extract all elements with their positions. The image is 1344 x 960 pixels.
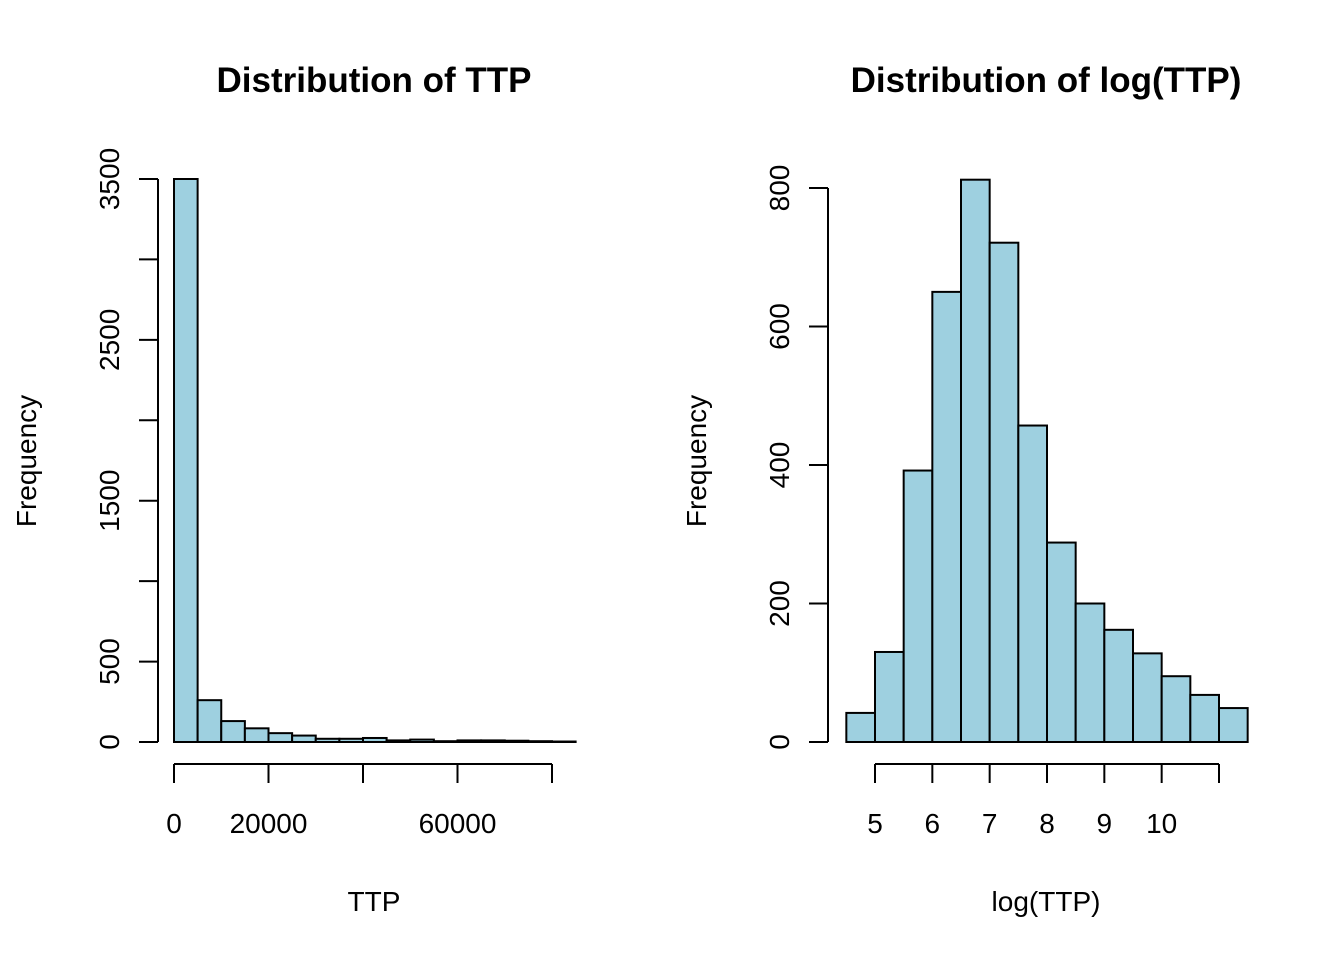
y-tick-label: 800 <box>764 165 795 212</box>
histogram-bar <box>1046 541 1077 743</box>
histogram-bar <box>362 736 388 744</box>
x-tick-label: 6 <box>925 808 941 839</box>
y-axis: 0 200 400 600 800 <box>764 165 829 750</box>
log-ttp-histogram-panel: Distribution of log(TTP) log(TTP) Freque… <box>681 61 1249 917</box>
histogram-bar <box>527 740 553 744</box>
histogram-bar <box>1017 424 1048 743</box>
histogram-bar <box>931 290 962 743</box>
x-tick-label: 8 <box>1039 808 1055 839</box>
histogram-bar <box>902 469 934 743</box>
histogram-bar <box>960 178 991 743</box>
histogram-bar <box>874 650 905 743</box>
histogram-bar <box>291 734 317 744</box>
histogram-bar <box>196 699 223 743</box>
y-tick-label: 1500 <box>94 470 125 532</box>
histogram-bar <box>267 732 294 743</box>
histogram-bar <box>220 720 246 743</box>
y-tick-label: 200 <box>764 580 795 627</box>
histogram-bar <box>243 727 270 744</box>
x-tick-label: 7 <box>982 808 998 839</box>
y-tick-label: 2500 <box>94 309 125 371</box>
x-tick-label: 5 <box>867 808 883 839</box>
y-tick-label: 400 <box>764 442 795 489</box>
x-tick-label: 20000 <box>230 808 308 839</box>
bars <box>173 178 577 744</box>
histogram-bar <box>480 739 506 743</box>
histogram-bar <box>1160 675 1192 744</box>
x-axis: 0 20000 60000 <box>166 763 553 839</box>
histogram-bar <box>314 737 341 743</box>
histogram-bar <box>338 737 364 743</box>
x-axis-label: log(TTP) <box>992 886 1101 917</box>
chart-title: Distribution of TTP <box>217 61 532 100</box>
x-tick-label: 60000 <box>419 808 497 839</box>
histogram-bar <box>409 738 435 744</box>
ttp-histogram-panel: Distribution of TTP TTP Frequency 0 20000… <box>11 61 577 917</box>
y-tick-label: 600 <box>764 303 795 350</box>
histogram-bar <box>1189 693 1221 743</box>
x-tick-label: 0 <box>166 808 182 839</box>
x-tick-label: 10 <box>1146 808 1177 839</box>
histogram-bar <box>1132 652 1163 743</box>
y-tick-label: 0 <box>764 734 795 750</box>
y-tick-label: 0 <box>94 734 125 750</box>
x-axis-label: TTP <box>348 886 401 917</box>
histogram-bar <box>1218 707 1249 744</box>
y-tick-label: 500 <box>94 638 125 685</box>
y-axis-label: Frequency <box>681 395 712 527</box>
histogram-bar <box>1074 602 1106 743</box>
y-axis-label: Frequency <box>11 395 42 527</box>
chart-title: Distribution of log(TTP) <box>851 61 1242 100</box>
y-axis: 0 500 1500 2500 3500 <box>94 148 159 750</box>
x-axis: 5 6 7 8 9 10 <box>867 763 1220 839</box>
x-tick-label: 9 <box>1097 808 1113 839</box>
y-tick-label: 3500 <box>94 148 125 210</box>
histogram-bar <box>432 740 459 744</box>
histogram-bar <box>1103 628 1135 743</box>
histogram-bar <box>385 739 412 743</box>
histogram-bar <box>173 178 199 743</box>
histogram-bar <box>456 739 483 743</box>
bars <box>845 178 1249 744</box>
histogram-bar <box>988 241 1020 744</box>
histogram-bar <box>845 711 876 743</box>
histogram-bar <box>503 739 530 743</box>
